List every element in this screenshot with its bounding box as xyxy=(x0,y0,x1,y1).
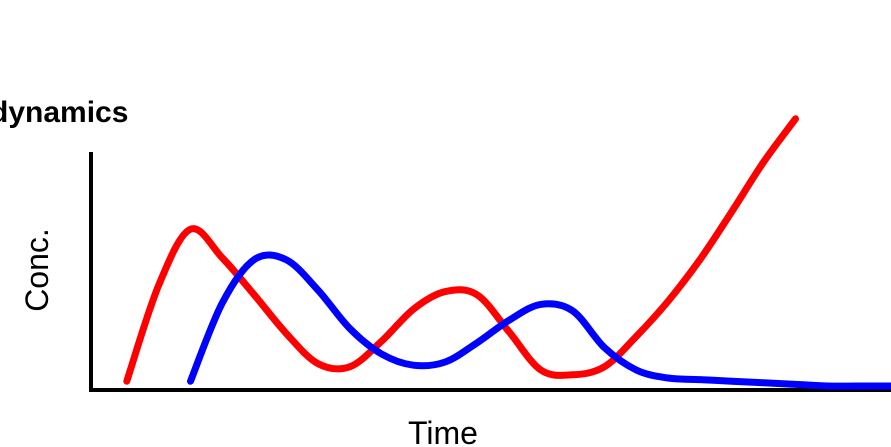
series-line-2 xyxy=(187,251,891,390)
axes xyxy=(89,152,891,392)
series-layer xyxy=(123,115,891,390)
y-axis-label: Conc. xyxy=(19,228,55,312)
series-line-1 xyxy=(123,115,799,385)
x-axis-label: Time xyxy=(408,415,478,447)
chart-title: dynamics xyxy=(0,96,128,129)
